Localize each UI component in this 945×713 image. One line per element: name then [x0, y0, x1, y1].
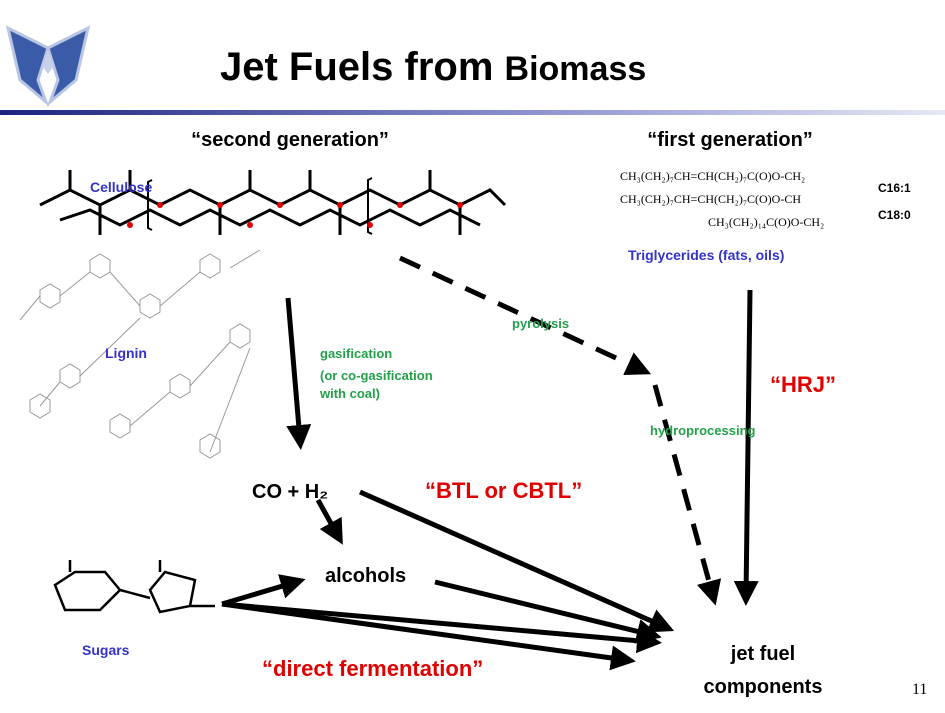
route-label: “direct fermentation” — [262, 656, 483, 681]
process-label: hydroprocessing — [650, 423, 756, 438]
process-label: with coal) — [319, 386, 380, 401]
feedstock-label: Cellulose — [90, 179, 152, 195]
arrow — [358, 489, 675, 633]
formula-line: CH₃(CH₂)₇CH=CH(CH₂)₇C(O)O-CH — [620, 192, 801, 206]
section-label: “second generation” — [191, 129, 389, 151]
title-main: Jet Fuels from — [220, 45, 493, 89]
arrow — [221, 601, 662, 654]
title-end: Biomass — [505, 50, 647, 88]
formula-tag: C16:1 — [878, 181, 911, 195]
process-label: pyrolysis — [512, 316, 569, 331]
arrows — [221, 255, 759, 671]
formula: CH₃(CH₂)₇CH=CH(CH₂)₇C(O)O-CH₂ CH₃(CH₂)₇C… — [620, 169, 824, 229]
route-labels: “HRJ” “BTL or CBTL” “direct fermentation… — [262, 372, 836, 681]
process-label: (or co-gasification — [320, 368, 433, 383]
logo — [5, 25, 91, 107]
feedstock-label: Sugars — [82, 642, 130, 658]
arrow — [652, 384, 722, 606]
process-labels: pyrolysis gasification (or co-gasificati… — [319, 316, 756, 438]
formula-tag: C18:0 — [878, 208, 911, 222]
formula-line: CH₃(CH₂)₇CH=CH(CH₂)₇C(O)O-CH₂ — [620, 169, 805, 183]
route-label: “BTL or CBTL” — [425, 478, 582, 503]
route-label: “HRJ” — [770, 372, 836, 397]
arrow — [434, 579, 662, 644]
oxygen-atoms — [127, 202, 463, 228]
arrow — [221, 574, 306, 607]
node-label: CO + H₂ — [252, 481, 328, 503]
section-label: “first generation” — [647, 129, 813, 151]
arrow — [285, 297, 312, 450]
arrow — [221, 601, 636, 671]
feedstock-label: Lignin — [105, 345, 147, 361]
page-number: 11 — [912, 681, 927, 698]
node-label: components — [704, 676, 823, 698]
feedstock-label: Triglycerides (fats, oils) — [628, 247, 784, 263]
sugar-structure — [53, 560, 215, 614]
node-label: jet fuel — [730, 643, 795, 665]
node-labels: CO + H₂ alcohols jet fuel components — [252, 481, 822, 698]
arrow — [315, 498, 343, 545]
node-label: alcohols — [325, 565, 406, 587]
header-rule — [0, 110, 945, 115]
process-label: gasification — [320, 346, 392, 361]
formula-line: CH₃(CH₂)₁₄C(O)O-CH₂ — [708, 215, 824, 229]
lignin-structure — [19, 249, 261, 459]
title: Jet Fuels from Biomass — [220, 45, 646, 89]
arrow — [398, 255, 652, 376]
arrow — [733, 289, 759, 606]
